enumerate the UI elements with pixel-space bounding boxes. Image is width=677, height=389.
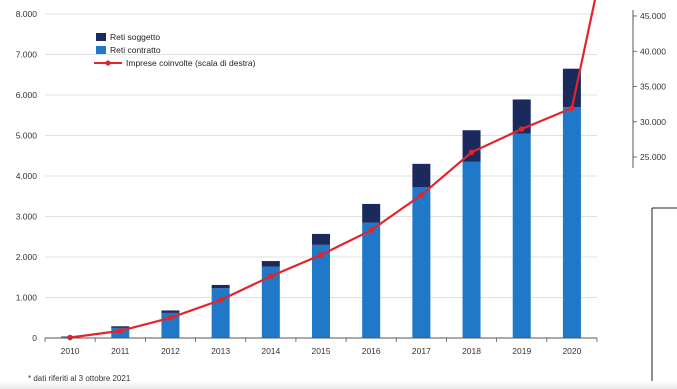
scan-edge — [0, 381, 677, 389]
bar-reti-soggetto — [261, 261, 280, 267]
legend: Reti soggetto Reti contratto Imprese coi… — [94, 32, 256, 68]
overlay-frame — [612, 176, 677, 389]
x-tick-label: 2012 — [161, 346, 180, 356]
right-tick-label: 25.000 — [640, 152, 666, 162]
y-tick-label: 5.000 — [16, 131, 38, 141]
line-point — [368, 227, 374, 233]
line-point — [217, 297, 224, 303]
line-point — [268, 273, 274, 280]
bar-reti-soggetto — [362, 203, 381, 223]
bar-reti-soggetto — [111, 326, 130, 328]
overlay-box — [652, 208, 677, 388]
y-tick-label: 6.000 — [16, 90, 38, 100]
bar-reti-soggetto — [312, 233, 330, 245]
line-point — [518, 126, 525, 132]
bar-reti-contratto — [211, 288, 230, 338]
legend-swatch-soggetto — [96, 33, 106, 41]
bar-reti-soggetto — [512, 99, 531, 134]
bar-reti-contratto — [512, 133, 531, 338]
line-series — [67, 0, 597, 341]
right-tick-label: 40.000 — [640, 46, 666, 56]
x-tick-label: 2011 — [111, 346, 130, 356]
line-point — [117, 328, 124, 334]
x-tick-label: 2020 — [562, 346, 581, 356]
bars — [61, 68, 581, 339]
right-axis: 25.000 30.000 35.000 40.000 45.000 — [632, 10, 666, 168]
legend-label-imprese: Imprese coinvolte (scala di destra) — [126, 58, 256, 68]
x-tick-label: 2013 — [211, 346, 230, 356]
x-tick-label: 2016 — [362, 346, 381, 356]
legend-swatch-contratto — [96, 46, 106, 54]
legend-label-soggetto: Reti soggetto — [110, 32, 160, 42]
bar-reti-contratto — [412, 187, 431, 338]
left-axis: 0 1.000 2.000 3.000 4.000 5.000 6.000 7.000 8.00… — [16, 9, 38, 343]
x-tick-label: 2019 — [512, 346, 531, 356]
bar-reti-contratto — [562, 107, 581, 339]
y-tick-label: 0 — [32, 333, 37, 343]
bar-reti-contratto — [261, 266, 280, 338]
y-tick-label: 7.000 — [16, 50, 38, 60]
bar-reti-soggetto — [161, 310, 180, 313]
right-tick-label: 30.000 — [640, 117, 666, 127]
bar-reti-soggetto — [211, 284, 230, 289]
y-tick-label: 2.000 — [16, 252, 38, 262]
y-tick-label: 4.000 — [16, 171, 38, 181]
right-tick-label: 35.000 — [640, 82, 666, 92]
bar-reti-soggetto — [562, 68, 581, 108]
legend-label-contratto: Reti contratto — [110, 45, 161, 55]
line-point — [167, 315, 174, 321]
line-point — [569, 105, 575, 111]
bar-reti-contratto — [312, 244, 330, 338]
bar-reti-soggetto — [412, 163, 431, 188]
bar-reti-soggetto — [462, 130, 481, 162]
footnote: * dati riferiti al 3 ottobre 2021 — [28, 374, 131, 383]
y-tick-label: 8.000 — [16, 9, 38, 19]
y-tick-label: 1.000 — [16, 293, 38, 303]
x-tick-label: 2014 — [261, 346, 280, 356]
gridlines — [45, 13, 597, 298]
x-axis: 2010 2011 2012 2013 2014 2015 2016 2017 2018 2019… — [44, 337, 598, 356]
x-tick-label: 2015 — [312, 346, 331, 356]
bar-reti-contratto — [362, 222, 381, 338]
x-tick-label: 2018 — [462, 346, 481, 356]
line-point — [418, 192, 425, 198]
line-point — [468, 149, 475, 156]
legend-marker-imprese — [105, 60, 111, 66]
x-tick-label: 2010 — [61, 346, 80, 356]
y-tick-label: 3.000 — [16, 212, 38, 222]
right-tick-label: 45.000 — [640, 11, 666, 21]
line-imprese-coinvolte — [69, 0, 597, 339]
x-tick-label: 2017 — [412, 346, 431, 356]
bar-reti-contratto — [462, 161, 481, 338]
line-point — [318, 252, 324, 258]
